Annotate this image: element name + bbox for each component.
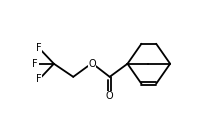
Text: F: F <box>36 74 42 84</box>
Text: O: O <box>106 91 113 101</box>
Text: F: F <box>36 43 42 53</box>
Text: F: F <box>33 59 38 69</box>
Text: O: O <box>88 59 96 69</box>
